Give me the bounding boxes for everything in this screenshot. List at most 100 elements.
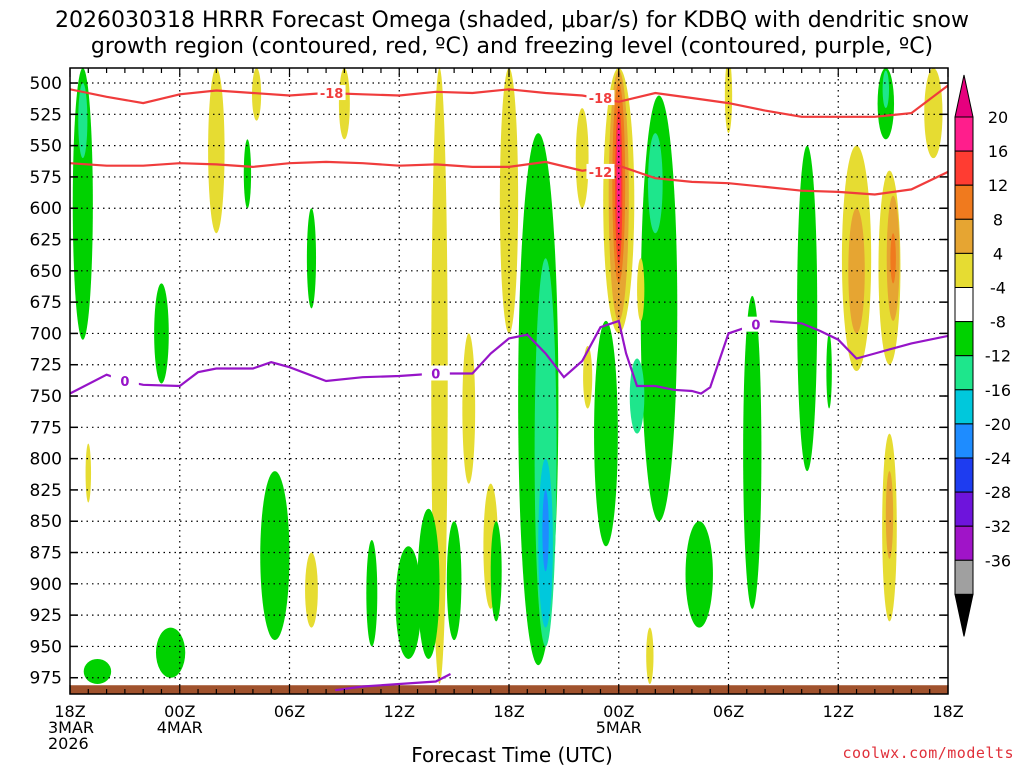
omega-feature-green-17z-low <box>490 521 502 622</box>
omega-feature-magenta-00z <box>616 120 621 234</box>
omega-feature-green-18z-low <box>83 658 112 684</box>
label-freezing-c: 0 <box>751 319 760 334</box>
label-freezing-b: 0 <box>431 367 440 382</box>
y-tick-label-925: 925 <box>30 606 62 626</box>
colorbar-label-3: 8 <box>993 210 1003 229</box>
omega-feature-teal-18z-aloft <box>78 83 88 159</box>
x-tick-label-6-1: 4MAR <box>157 718 203 737</box>
colorbar-bin--16 <box>954 389 974 425</box>
x-tick-label-24-0: 18Z <box>493 702 524 721</box>
colorbar: 20 16 12 8 4 -4 -8 -12 -16 -20 -24 -28 -32 -36 <box>954 74 1011 637</box>
y-tick-label-975: 975 <box>30 669 62 689</box>
label-minus18-b: -18 <box>589 92 613 107</box>
omega-feature-yellow-07z-low <box>305 552 318 628</box>
colorbar-label-9: -20 <box>985 415 1011 434</box>
label-freezing-c-bg <box>741 316 770 332</box>
omega-feature-green-00z-low <box>155 627 186 678</box>
omega-feature-green-04z <box>685 521 713 628</box>
omega-feature-yellow-17z <box>924 68 943 159</box>
x-tick-label-18-0: 12Z <box>384 702 415 721</box>
colorbar-bin-8 <box>954 218 974 254</box>
colorbar-label-5: -4 <box>990 279 1006 298</box>
colorbar-label-6: -8 <box>990 313 1006 332</box>
omega-feature-yellow-01z <box>637 258 645 321</box>
y-tick-label-900: 900 <box>30 575 62 595</box>
colorbar-label-2: 12 <box>988 176 1008 195</box>
colorbar-label-7: -12 <box>985 347 1011 366</box>
colorbar-bin--32 <box>954 525 974 561</box>
colorbar-underflow <box>954 593 974 637</box>
omega-feature-yellow-22z <box>575 108 589 209</box>
label-minus12: -12 <box>589 166 613 181</box>
isotherm-minus12 <box>70 160 948 196</box>
omega-feature-blue-20z <box>542 489 549 572</box>
omega-feature-green-09z-b <box>797 145 818 472</box>
grid-layer <box>70 68 948 694</box>
omega-feature-yellow-02z <box>208 68 225 234</box>
omega-feature-yellow-02z-low <box>646 627 654 684</box>
y-tick-label-525: 525 <box>30 105 62 125</box>
omega-feature-green-11z-b <box>826 333 832 409</box>
omega-feature-green-05z-low <box>260 471 290 641</box>
x-tick-label-0-1: 3MAR <box>48 718 94 737</box>
colorbar-label-12: -32 <box>985 517 1011 536</box>
colorbar-label-13: -36 <box>985 551 1011 570</box>
chart-title-line-1: 2026030318 HRRR Forecast Omega (shaded, … <box>55 8 969 33</box>
source-credit: coolwx.com/modelts <box>842 744 1014 762</box>
y-tick-label-575: 575 <box>30 168 62 188</box>
colorbar-label-1: 16 <box>988 142 1008 161</box>
y-tick-label-725: 725 <box>30 356 62 376</box>
axes-layer: 500 525 550 575 600 625 650 675 700 725 750 775 800 8… <box>30 68 964 753</box>
contour-layer: -18 -18 -12 0 0 0 <box>70 84 948 692</box>
colorbar-bin-16 <box>954 150 974 186</box>
label-freezing-b-bg <box>421 365 450 381</box>
x-tick-label-48-0: 18Z <box>932 702 963 721</box>
colorbar-label-8: -16 <box>985 381 1011 400</box>
colorbar-bin--36 <box>954 559 974 595</box>
x-tick-label-42-0: 12Z <box>823 702 854 721</box>
colorbar-bin-12 <box>954 184 974 220</box>
omega-feature-teal-16z <box>882 70 890 109</box>
colorbar-label-10: -24 <box>985 449 1011 468</box>
colorbar-bin--12 <box>954 355 974 391</box>
colorbar-label-0: 20 <box>988 108 1008 127</box>
y-tick-label-875: 875 <box>30 544 62 564</box>
x-tick-label-0-2: 2026 <box>48 734 89 753</box>
y-tick-label-775: 775 <box>30 418 62 438</box>
label-minus18-a-bg <box>317 85 346 101</box>
y-tick-label-850: 850 <box>30 512 62 532</box>
omega-feature-green-03z <box>243 139 252 209</box>
y-tick-label-500: 500 <box>30 74 62 94</box>
omega-feature-green-22z <box>154 283 169 384</box>
omega-feature-orange-15z <box>890 233 896 284</box>
x-tick-label-12-0: 06Z <box>274 702 305 721</box>
colorbar-bin--20 <box>954 423 974 459</box>
y-tick-label-600: 600 <box>30 199 62 219</box>
omega-feature-yellow-06z <box>724 68 733 134</box>
colorbar-bin--24 <box>954 457 974 493</box>
x-tick-label-36-0: 06Z <box>713 702 744 721</box>
y-tick-label-825: 825 <box>30 481 62 501</box>
label-freezing-a: 0 <box>120 375 129 390</box>
y-tick-label-625: 625 <box>30 231 62 251</box>
label-minus12-bg <box>586 163 615 179</box>
omega-feature-green-09z <box>306 208 317 309</box>
omega-feature-yellow-22z-mid <box>583 345 593 409</box>
omega-feature-green-11z <box>366 540 378 647</box>
chart-title-line-2: growth region (contoured, red, ºC) and f… <box>90 34 934 59</box>
y-tick-label-800: 800 <box>30 450 62 470</box>
y-tick-label-950: 950 <box>30 637 62 657</box>
colorbar-bin--28 <box>954 491 974 527</box>
omega-feature-green-15z <box>446 521 462 641</box>
colorbar-bin--8 <box>954 321 974 357</box>
colorbar-bin-20 <box>954 116 974 152</box>
y-tick-label-550: 550 <box>30 137 62 157</box>
omega-feature-yellow-15z <box>462 333 476 484</box>
y-tick-label-700: 700 <box>30 324 62 344</box>
omega-feature-green-07z <box>743 295 762 609</box>
x-axis-label: Forecast Time (UTC) <box>411 743 613 767</box>
omega-feature-green-01z <box>594 320 618 547</box>
colorbar-overflow <box>954 74 974 118</box>
y-tick-label-675: 675 <box>30 293 62 313</box>
